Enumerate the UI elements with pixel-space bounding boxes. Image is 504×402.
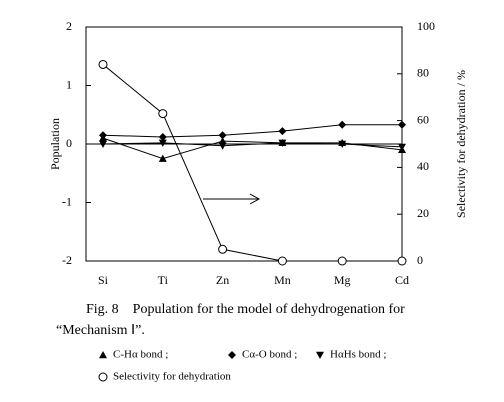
marker [278,127,287,136]
x-tick-label: Mn [274,273,291,287]
legend-label: HαHs bond ; [330,349,387,361]
legend-label: Cα-O bond ; [242,349,297,361]
caption-line: Fig. 8 Population for the model of dehyd… [86,302,405,317]
y2-tick-label: 60 [417,112,429,126]
legend-marker [99,351,107,359]
y2-axis-label: Selectivity for dehydration / % [454,70,468,218]
marker [158,132,167,141]
legend-label: Selectivity for dehydration [113,371,231,383]
legend-marker [228,351,236,359]
marker [99,131,107,140]
marker [338,120,347,129]
x-tick-label: Cd [395,273,409,287]
y-axis-label: Population [48,118,62,170]
marker [398,120,406,129]
y-tick-label: -2 [62,253,72,267]
legend-marker [316,351,324,359]
y2-tick-label: 0 [417,253,423,267]
marker [218,244,228,254]
legend-label: C-Hα bond ; [113,349,168,361]
annotation-arrowhead [249,193,261,205]
series-line [102,124,402,138]
marker [277,256,287,266]
x-tick-label: Mg [334,273,351,287]
marker [338,140,347,148]
marker [158,109,168,119]
marker [98,59,108,69]
marker [398,143,406,151]
x-tick-label: Si [98,273,109,287]
y2-tick-label: 80 [417,66,429,80]
marker [158,139,167,147]
series-line [102,137,403,160]
marker [218,142,227,150]
marker [218,131,227,140]
caption-line: “Mechanism Ⅰ”. [56,323,145,338]
series-line [102,142,403,148]
y-tick-label: 0 [66,136,72,150]
marker [337,256,347,266]
y2-tick-label: 100 [417,19,435,33]
y-tick-label: 1 [66,77,72,91]
x-tick-label: Zn [216,273,229,287]
y-tick-label: 2 [66,19,72,33]
y2-tick-label: 40 [417,159,429,173]
x-tick-label: Ti [158,273,169,287]
marker [278,139,287,147]
y-tick-label: -1 [62,194,72,208]
marker [397,256,407,266]
legend-marker [98,372,108,382]
marker [158,154,167,162]
series-line [102,64,402,262]
marker [99,140,107,148]
y2-tick-label: 20 [417,206,429,220]
marker [218,137,227,145]
